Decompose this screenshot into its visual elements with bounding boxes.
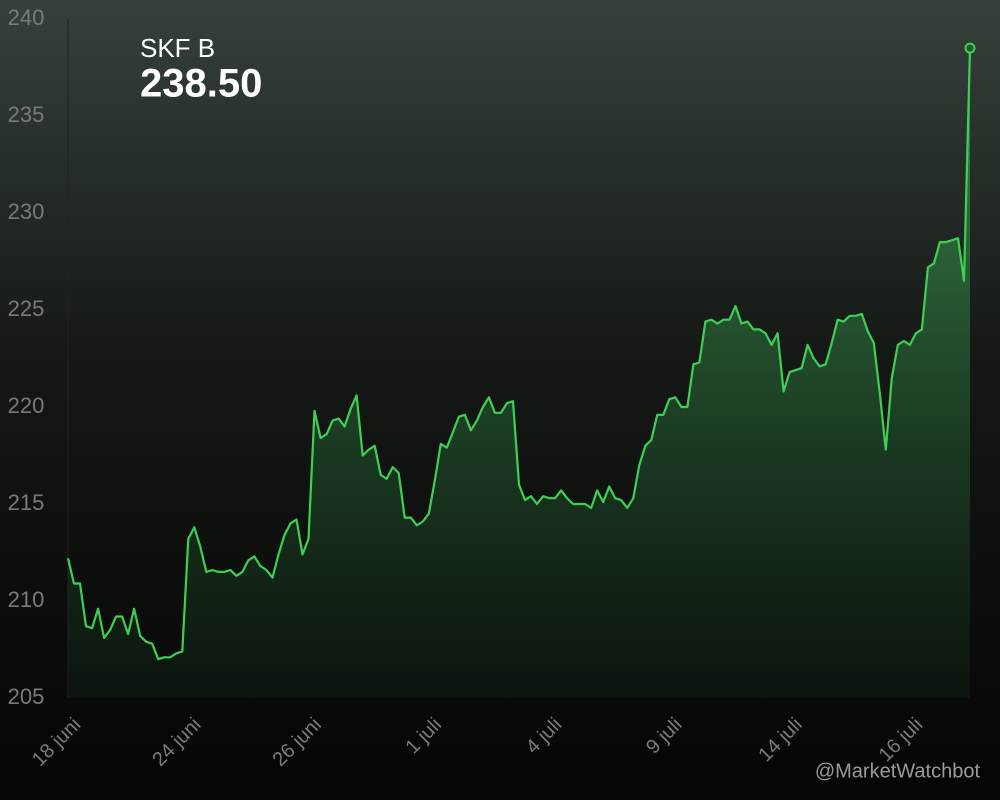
- line: [66, 48, 972, 661]
- y-tick-label: 220: [8, 393, 45, 418]
- y-tick-label: 240: [8, 5, 45, 30]
- price-label: 238.50: [140, 62, 262, 106]
- y-tick-label: 205: [8, 684, 45, 709]
- y-tick-label: 235: [8, 102, 45, 127]
- y-tick-label: 230: [8, 199, 45, 224]
- watermark: @MarketWatchbot: [815, 760, 981, 782]
- chart-title: SKF B: [140, 33, 215, 63]
- area: [68, 48, 970, 699]
- y-tick-label: 225: [8, 296, 45, 321]
- y-tick-label: 210: [8, 587, 45, 612]
- last-point: [964, 42, 976, 54]
- y-tick-label: 215: [8, 490, 45, 515]
